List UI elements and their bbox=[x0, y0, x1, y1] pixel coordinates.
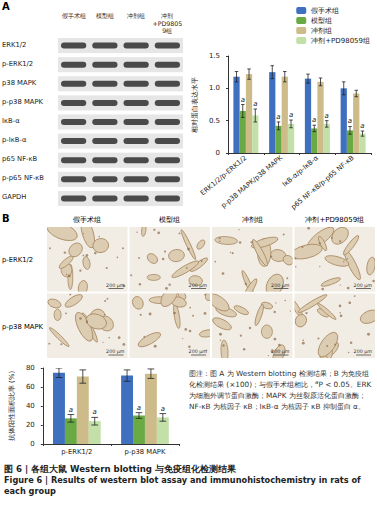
svg-text:20: 20 bbox=[26, 421, 35, 429]
svg-text:a: a bbox=[137, 404, 141, 412]
html-text:模型组: 模型组 bbox=[95, 12, 114, 19]
svg-text:p-p38 MAPK: p-p38 MAPK bbox=[124, 448, 166, 456]
svg-text:40: 40 bbox=[26, 402, 35, 410]
svg-text:200 μm: 200 μm bbox=[106, 283, 125, 288]
html-text:p65 NF-κB: p65 NF-κB bbox=[2, 155, 38, 164]
svg-text:a: a bbox=[161, 405, 165, 413]
svg-text:200 μm: 200 μm bbox=[271, 349, 290, 354]
svg-text:1.5: 1.5 bbox=[209, 52, 220, 60]
svg-text:A: A bbox=[2, 1, 10, 12]
svg-text:80: 80 bbox=[26, 364, 35, 372]
svg-text:冲剂+PD98059组: 冲剂+PD98059组 bbox=[311, 37, 370, 45]
svg-text:a: a bbox=[325, 112, 329, 120]
svg-text:a: a bbox=[253, 100, 257, 108]
svg-text:a: a bbox=[312, 116, 316, 124]
svg-text:a: a bbox=[289, 111, 293, 119]
svg-text:p-p38 MAPK: p-p38 MAPK bbox=[2, 323, 44, 331]
svg-text:p-ERK1/2: p-ERK1/2 bbox=[2, 256, 33, 264]
svg-text:a: a bbox=[241, 96, 245, 104]
html-text:p38 MAPK: p38 MAPK bbox=[2, 78, 37, 87]
svg-text:a: a bbox=[69, 406, 73, 414]
html-text:IκB-α: IκB-α bbox=[2, 117, 20, 125]
svg-text:0: 0 bbox=[216, 149, 220, 157]
svg-text:a: a bbox=[93, 408, 97, 416]
svg-text:p65 NF-κB/p-p65 NF-κB: p65 NF-κB/p-p65 NF-κB bbox=[290, 154, 356, 211]
html-text:p-IκB-α: p-IκB-α bbox=[2, 136, 27, 145]
svg-text:0: 0 bbox=[30, 440, 34, 448]
html-text:GAPDH: GAPDH bbox=[2, 193, 27, 202]
svg-text:p-p38 MAPK/p38 MAPK: p-p38 MAPK/p38 MAPK bbox=[220, 154, 285, 210]
html-text:Figure 6 | Results of western: Figure 6 | Results of western blot assay… bbox=[4, 475, 361, 496]
svg-text:假手术组: 假手术组 bbox=[311, 7, 339, 15]
svg-text:200 μm: 200 μm bbox=[354, 283, 373, 288]
svg-text:B: B bbox=[2, 213, 10, 224]
svg-text:200 μm: 200 μm bbox=[271, 283, 290, 288]
svg-text:抗体阳性面积比率 (%): 抗体阳性面积比率 (%) bbox=[8, 371, 16, 442]
svg-text:IκB-α/p-IκB-α: IκB-α/p-IκB-α bbox=[280, 153, 320, 189]
svg-text:60: 60 bbox=[26, 383, 35, 391]
svg-text:冲剂+PD98059组: 冲剂+PD98059组 bbox=[305, 216, 364, 224]
svg-text:冲剂组: 冲剂组 bbox=[311, 27, 332, 35]
svg-text:200 μm: 200 μm bbox=[189, 283, 208, 288]
svg-text:ERK1/2/p-ERK1/2: ERK1/2/p-ERK1/2 bbox=[199, 153, 249, 198]
svg-text:假手术组: 假手术组 bbox=[73, 216, 101, 224]
html-text:p-p38 MAPK: p-p38 MAPK bbox=[2, 97, 43, 106]
svg-text:200 μm: 200 μm bbox=[354, 349, 373, 354]
html-text:冲剂+PD98059组: 冲剂+PD98059组 bbox=[152, 12, 183, 34]
svg-text:a: a bbox=[276, 113, 280, 121]
html-text:p-ERK1/2: p-ERK1/2 bbox=[2, 59, 34, 68]
svg-text:a: a bbox=[348, 117, 352, 125]
svg-text:a: a bbox=[360, 122, 364, 130]
svg-text:200 μm: 200 μm bbox=[106, 349, 125, 354]
svg-text:冲剂组: 冲剂组 bbox=[242, 216, 263, 224]
html-text:冲剂组: 冲剂组 bbox=[127, 12, 146, 19]
svg-text:相对蛋白表达水平: 相对蛋白表达水平 bbox=[191, 77, 199, 133]
html-text:假手术组: 假手术组 bbox=[61, 12, 86, 19]
html-text:图 6 | 各组大鼠 Western blotting 与免: 图 6 | 各组大鼠 Western blotting 与免疫组化检测结果 bbox=[4, 464, 236, 474]
svg-text:200 μm: 200 μm bbox=[189, 349, 208, 354]
html-text:p-p65 NF-κB: p-p65 NF-κB bbox=[2, 174, 44, 183]
html-text:图注：图 A 为 Western blotting 检测结果: 图注：图 A 为 Western blotting 检测结果；B 为免疫组化检测… bbox=[189, 369, 372, 411]
html-text:ERK1/2: ERK1/2 bbox=[2, 40, 27, 49]
svg-text:模型组: 模型组 bbox=[159, 216, 180, 224]
svg-text:模型组: 模型组 bbox=[311, 17, 332, 25]
svg-text:0.5: 0.5 bbox=[209, 117, 220, 125]
svg-text:1.0: 1.0 bbox=[209, 84, 220, 92]
svg-text:p-ERK1/2: p-ERK1/2 bbox=[61, 448, 92, 456]
